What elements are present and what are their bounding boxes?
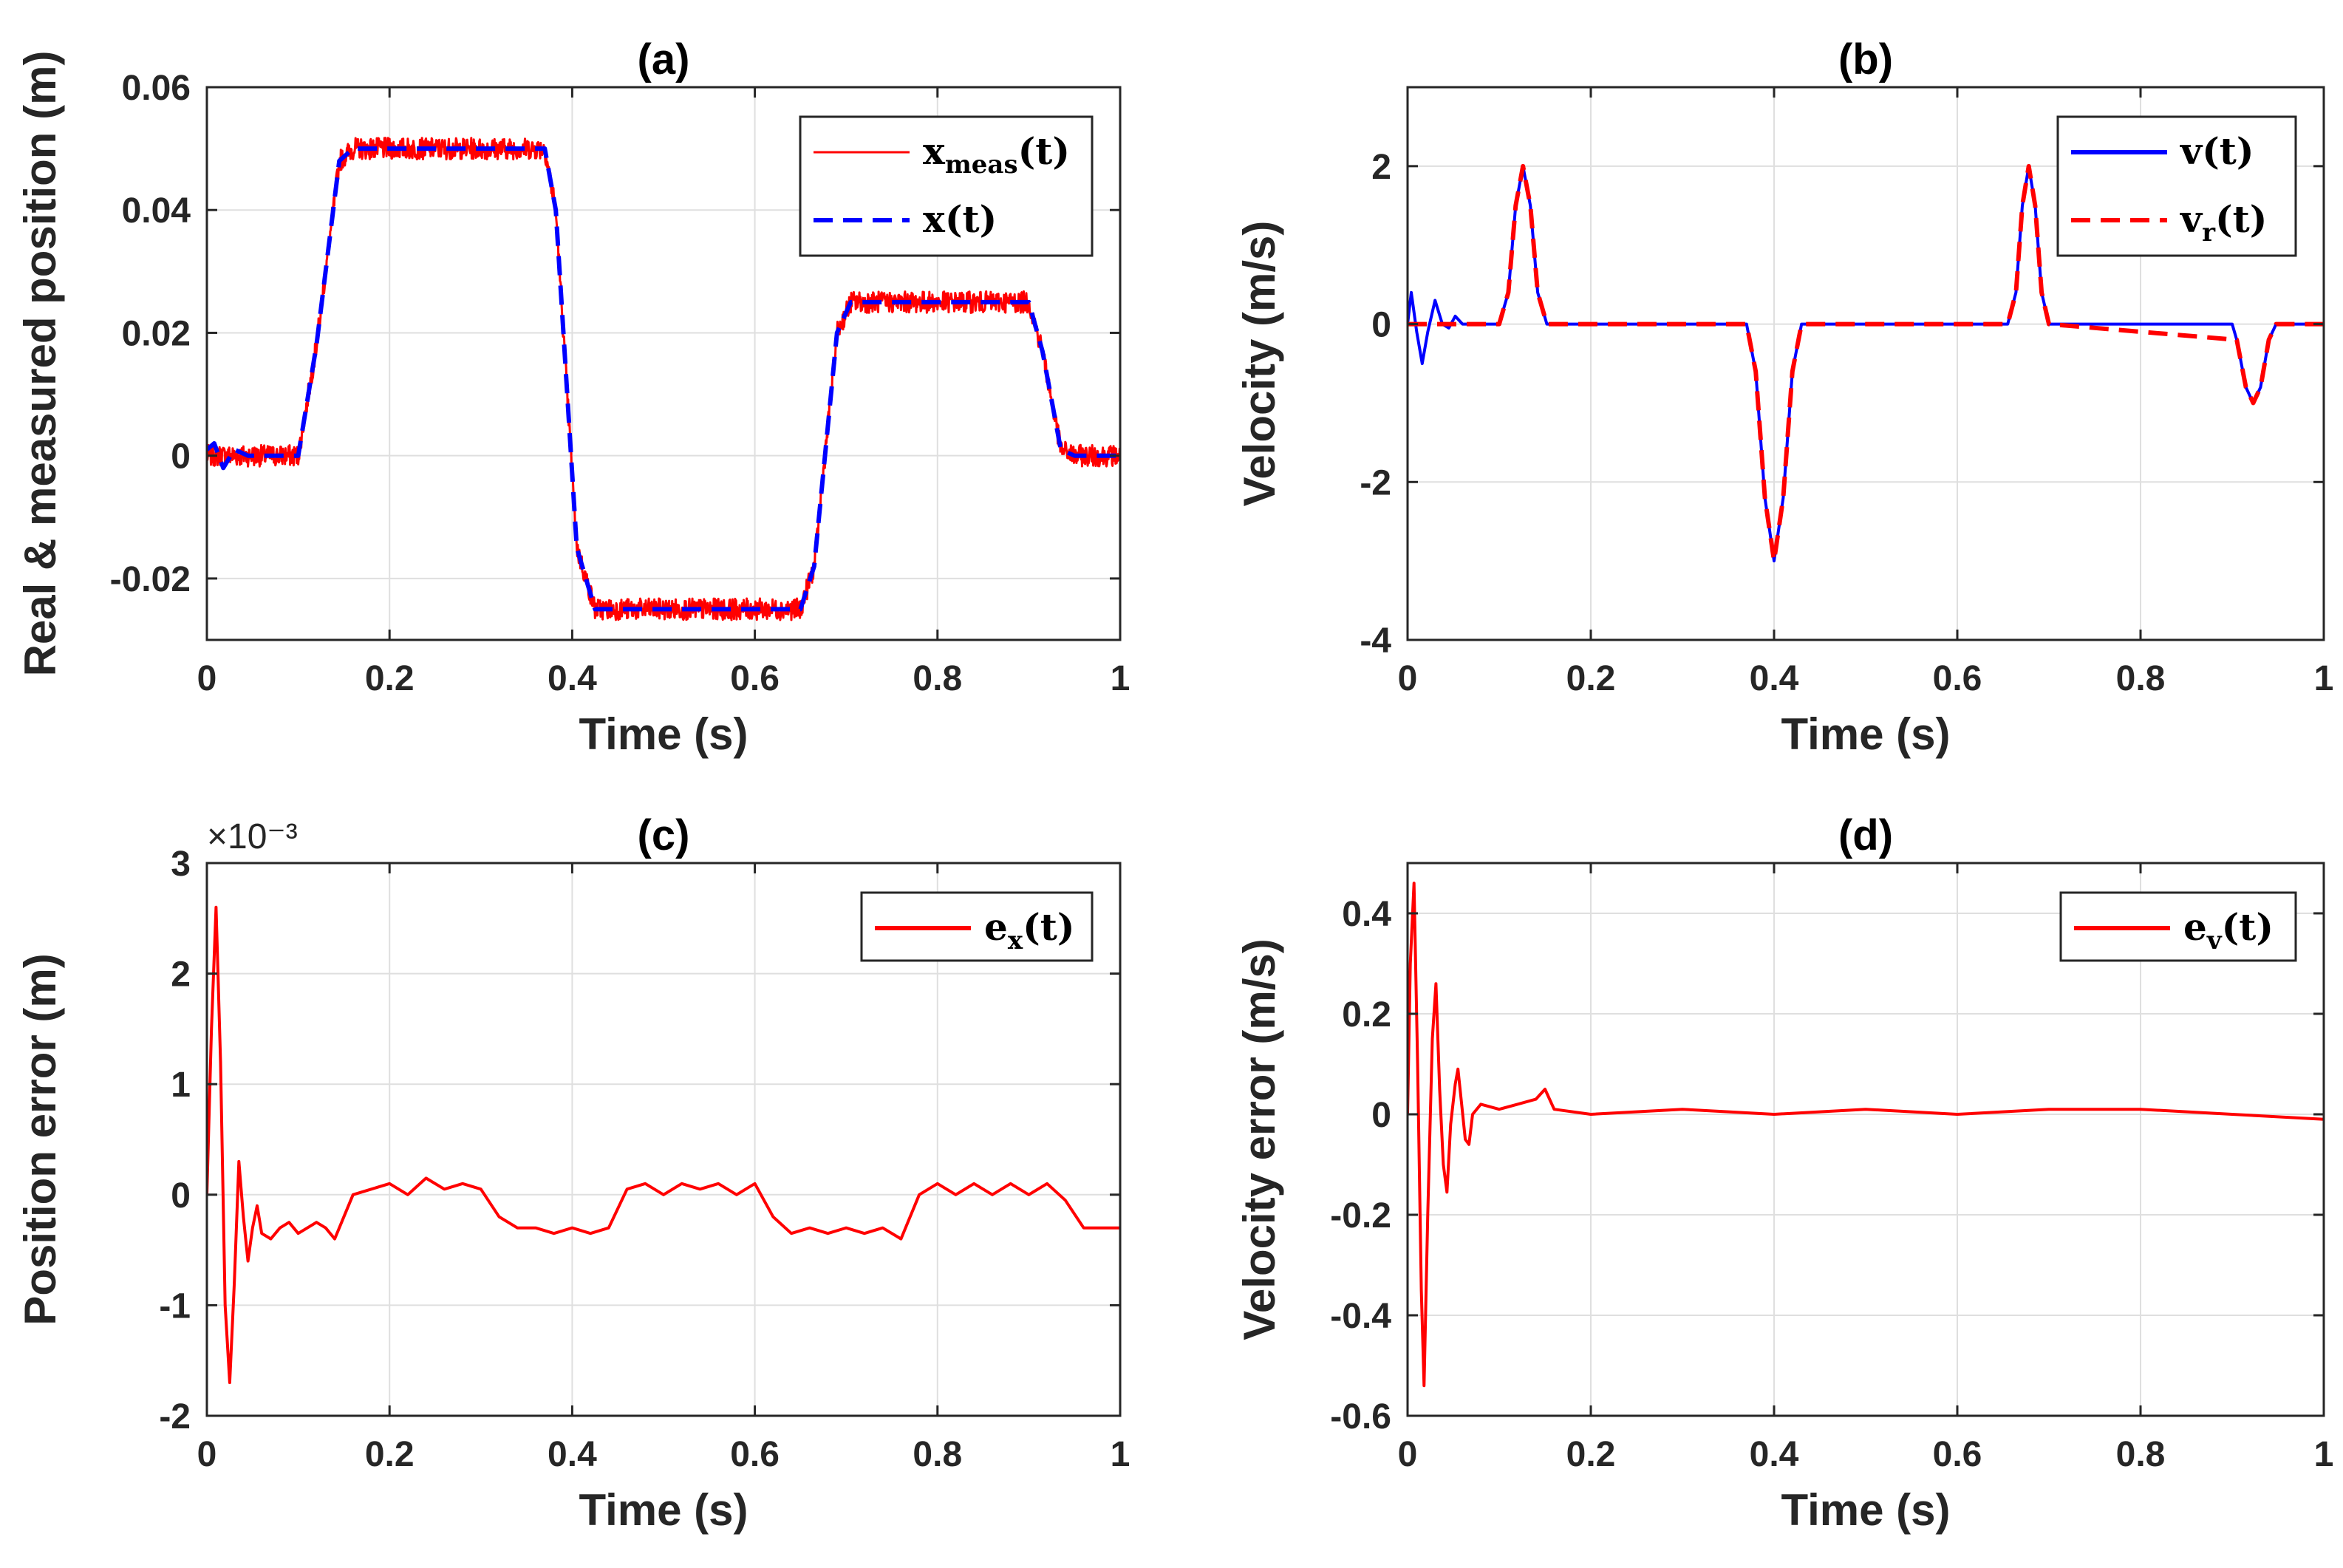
y-tick-label: 0 bbox=[1371, 1096, 1391, 1135]
y-tick-label: -0.4 bbox=[1330, 1297, 1391, 1336]
y-tick-label: 0.06 bbox=[122, 69, 191, 108]
x-axis-label: Time (s) bbox=[1781, 709, 1951, 759]
y-tick-label: 0.02 bbox=[122, 314, 191, 353]
x-tick-label: 0.8 bbox=[913, 1435, 962, 1474]
legend-label-subscript: meas bbox=[945, 150, 1018, 180]
legend-label-suffix: (t) bbox=[2215, 197, 2267, 241]
x-tick-label: 0.6 bbox=[1933, 1435, 1982, 1474]
y-tick-label: -1 bbox=[159, 1286, 191, 1326]
legend-label-subscript: v bbox=[2206, 926, 2223, 955]
panel-a: 0 0.2 0.4 0.6 0.8 1 -0.02 0 0.02 0.04 0.06 (a) Time … bbox=[16, 35, 1130, 759]
x-tick-label: 0.8 bbox=[913, 659, 962, 698]
panel-title: (d) bbox=[1838, 811, 1893, 859]
legend-label-subscript: r bbox=[2202, 218, 2216, 248]
panel-c: 0 0.2 0.4 0.6 0.8 1 -2 -1 0 1 2 3 (c) Time (s) Positio… bbox=[16, 811, 1130, 1535]
panel-b: 0 0.2 0.4 0.6 0.8 1 -4 -2 0 2 (b) Time (s) Velocity … bbox=[1235, 35, 2333, 759]
legend-box bbox=[799, 115, 1094, 257]
legend-label: xmeas(t) bbox=[923, 129, 1070, 180]
legend-label-suffix: (t) bbox=[945, 197, 997, 241]
y-tick-label: 0.4 bbox=[1342, 895, 1391, 934]
x-tick-label: 0.4 bbox=[1750, 1435, 1799, 1474]
legend-label-main: e bbox=[2183, 905, 2207, 949]
x-axis-label: Time (s) bbox=[1781, 1485, 1951, 1535]
legend-label: ex(t) bbox=[984, 905, 1075, 955]
y-tick-label: -2 bbox=[159, 1397, 191, 1436]
x-tick-label: 0.6 bbox=[730, 1435, 780, 1474]
x-tick-label: 0 bbox=[1398, 1435, 1418, 1474]
legend-label-main: v bbox=[2180, 129, 2203, 173]
x-tick-label: 0.8 bbox=[2116, 1435, 2166, 1474]
legend-label: x(t) bbox=[923, 197, 997, 241]
y-axis-label: Velocity error (m/s) bbox=[1235, 938, 1284, 1340]
legend-label: vr(t) bbox=[2180, 197, 2267, 248]
legend-label-suffix: (t) bbox=[1018, 129, 1070, 173]
y-axis-label: Position error (m) bbox=[16, 953, 65, 1325]
axes-box bbox=[1406, 86, 2325, 641]
panel-title: (c) bbox=[638, 811, 690, 859]
y-axis-label: Real & measured position (m) bbox=[16, 51, 65, 677]
series-line-v-r-t- bbox=[1408, 163, 2324, 564]
y-tick-label: -0.2 bbox=[1330, 1196, 1391, 1235]
x-tick-label: 0.4 bbox=[548, 659, 597, 698]
y-tick-label: 0.2 bbox=[1342, 995, 1391, 1034]
x-tick-label: 0.2 bbox=[365, 1435, 415, 1474]
legend-box bbox=[2056, 115, 2297, 257]
x-tick-label: 0 bbox=[197, 659, 217, 698]
y-tick-label: 1 bbox=[171, 1066, 191, 1105]
y-tick-label: -4 bbox=[1360, 621, 1391, 661]
x-tick-label: 0.4 bbox=[1750, 659, 1799, 698]
y-axis-label: Velocity (m/s) bbox=[1235, 221, 1284, 507]
x-axis-label: Time (s) bbox=[579, 1485, 748, 1535]
legend-label: v(t) bbox=[2180, 129, 2254, 173]
legend-label-main: x bbox=[923, 197, 946, 241]
y-tick-label: -0.02 bbox=[110, 560, 191, 599]
legend-label: ev(t) bbox=[2183, 905, 2274, 955]
x-tick-label: 0 bbox=[1398, 659, 1418, 698]
x-tick-label: 1 bbox=[1111, 659, 1130, 698]
y-tick-label: 0.04 bbox=[122, 191, 191, 231]
x-tick-label: 0.6 bbox=[1933, 659, 1982, 698]
series-line-e-x-t- bbox=[207, 905, 1120, 1385]
x-tick-label: 0.6 bbox=[730, 659, 780, 698]
legend-label-suffix: (t) bbox=[1023, 905, 1074, 949]
panel-d: 0 0.2 0.4 0.6 0.8 1 -0.6 -0.4 -0.2 0 0.2 0.4 (d) Time… bbox=[1235, 811, 2333, 1535]
y-tick-label: 0 bbox=[1371, 306, 1391, 345]
axis-exponent-label: ×10⁻³ bbox=[207, 817, 298, 856]
axes-box bbox=[205, 86, 1122, 641]
series-line-e-v-t- bbox=[1408, 882, 2324, 1388]
y-tick-label: -2 bbox=[1360, 463, 1391, 502]
legend: ex(t) bbox=[860, 891, 1094, 962]
axes-box bbox=[205, 862, 1122, 1417]
x-tick-label: 0.2 bbox=[365, 659, 415, 698]
x-tick-label: 0 bbox=[197, 1435, 217, 1474]
y-tick-label: 0 bbox=[171, 437, 191, 477]
legend-label-main: v bbox=[2180, 197, 2203, 241]
legend: v(t)vr(t) bbox=[2056, 115, 2297, 257]
x-axis-label: Time (s) bbox=[579, 709, 748, 759]
x-tick-label: 1 bbox=[2314, 1435, 2334, 1474]
y-tick-label: 2 bbox=[171, 955, 191, 995]
y-tick-label: -0.6 bbox=[1330, 1397, 1391, 1436]
y-tick-label: 0 bbox=[171, 1176, 191, 1216]
y-tick-label: 2 bbox=[1371, 148, 1391, 187]
legend-label-subscript: x bbox=[1008, 926, 1023, 955]
y-tick-label: 3 bbox=[171, 845, 191, 884]
legend-label-suffix: (t) bbox=[2202, 129, 2254, 173]
panel-title: (a) bbox=[638, 35, 690, 83]
x-tick-label: 0.2 bbox=[1566, 1435, 1616, 1474]
x-tick-label: 1 bbox=[1111, 1435, 1130, 1474]
x-tick-label: 0.8 bbox=[2116, 659, 2166, 698]
x-tick-label: 1 bbox=[2314, 659, 2334, 698]
series-line-x-t- bbox=[207, 146, 1120, 612]
legend: ev(t) bbox=[2059, 891, 2297, 962]
legend-label-main: x bbox=[923, 129, 946, 173]
panel-title: (b) bbox=[1838, 35, 1893, 83]
legend-label-suffix: (t) bbox=[2222, 905, 2274, 949]
x-tick-label: 0.2 bbox=[1566, 659, 1616, 698]
x-tick-label: 0.4 bbox=[548, 1435, 597, 1474]
legend: xmeas(t)x(t) bbox=[799, 115, 1094, 257]
axes-box bbox=[1406, 862, 2325, 1417]
legend-label-main: e bbox=[984, 905, 1008, 949]
